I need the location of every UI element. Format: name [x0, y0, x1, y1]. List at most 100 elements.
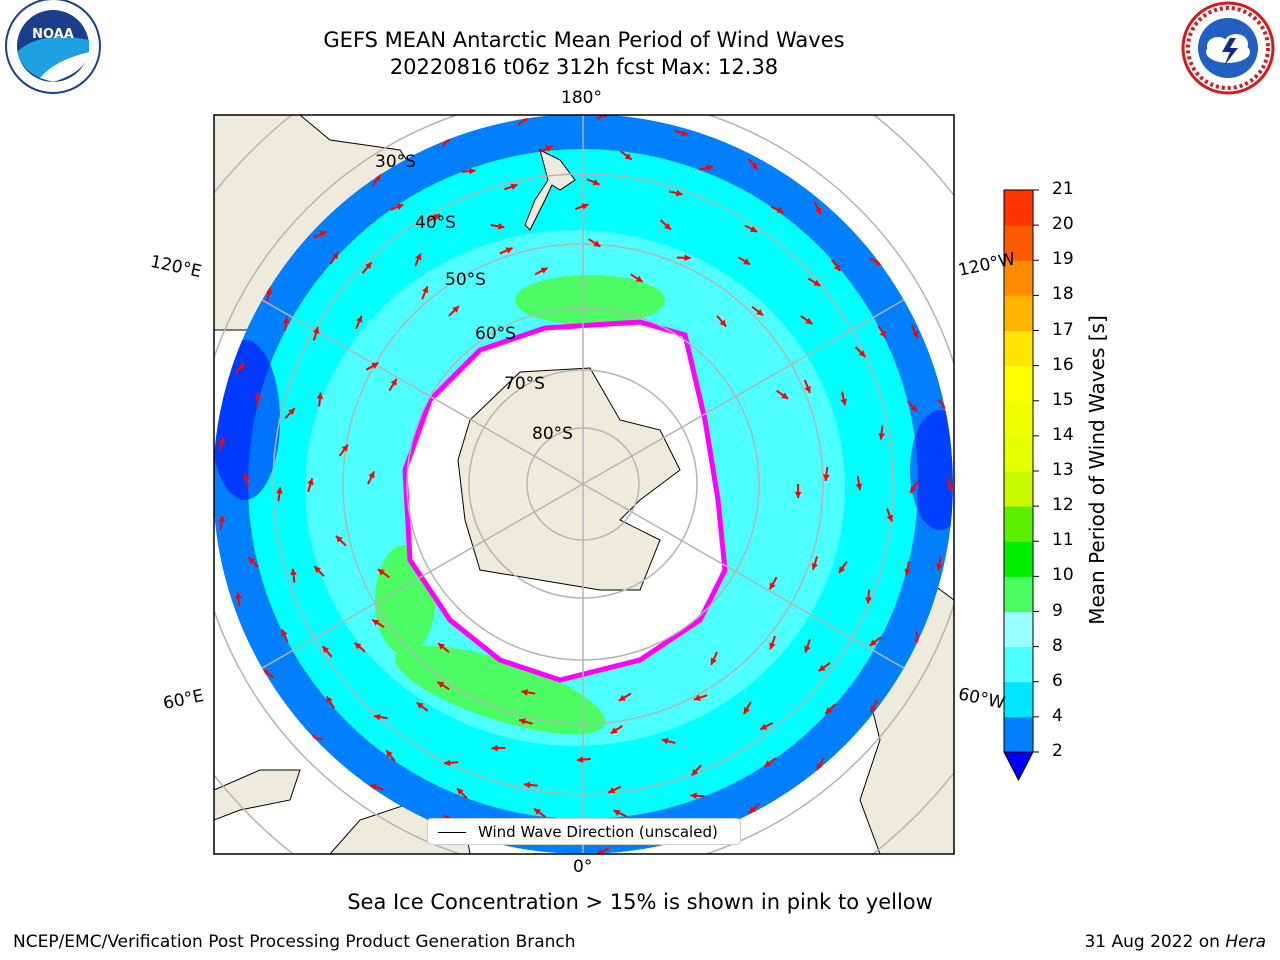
ocean-deep-patch-2 [910, 410, 953, 530]
colorbar-tick-label: 21 [1052, 179, 1074, 199]
colorbar-bin [1004, 506, 1033, 542]
wind-wave-arrowhead [811, 562, 818, 570]
wind-wave-arrowhead [804, 645, 811, 653]
colorbar-bin [1004, 190, 1033, 226]
wind-wave-arrowhead [946, 484, 953, 492]
wind-wave-arrowhead [855, 483, 863, 491]
national-weather-service-logo [1181, 1, 1275, 95]
colorbar-tick-label: 20 [1052, 214, 1074, 235]
wind-wave-arrowhead [865, 597, 872, 604]
land-antarctica [457, 367, 681, 591]
wind-wave-arrowhead [282, 316, 290, 324]
wind-wave-arrowhead [248, 557, 255, 564]
wind-wave-arrowhead [593, 240, 601, 247]
colorbar-tick-label: 9 [1052, 600, 1063, 621]
colorbar-tick-label: 11 [1052, 530, 1074, 551]
wind-wave-arrowhead [510, 183, 518, 190]
wind-wave-arrowhead [390, 378, 397, 386]
wind-wave-arrowhead [870, 705, 877, 713]
wind-wave-arrowhead [833, 264, 841, 272]
chart-title: GEFS MEAN Antarctic Mean Period of Wind … [323, 28, 845, 52]
lon-label-bottom: 0° [573, 857, 593, 877]
wind-wave-arrowhead [521, 689, 528, 696]
wind-wave-arrowhead [592, 179, 600, 186]
wind-wave-arrowhead [396, 203, 404, 211]
colorbar-bin [1004, 330, 1033, 367]
wind-wave-arrowhead [218, 437, 225, 444]
wave-green-top [515, 275, 665, 325]
wind-wave-arrowhead [377, 569, 385, 576]
wind-wave-arrowhead [815, 207, 822, 215]
colorbar [1003, 189, 1039, 782]
wind-wave-arrowhead [776, 206, 784, 214]
wind-wave-arrowhead [415, 253, 422, 261]
wind-wave-arrowhead [858, 350, 866, 357]
colorbar-extend-arrow [1003, 751, 1034, 782]
colorbar-tick-label: 13 [1052, 460, 1074, 480]
land-africa [214, 769, 301, 821]
colorbar-tick-label: 17 [1052, 319, 1074, 340]
wind-wave-arrowhead [369, 783, 377, 791]
wind-wave-arrowhead [354, 642, 362, 650]
wind-wave-arrowhead [235, 592, 242, 599]
wind-wave-arrowhead [432, 214, 440, 221]
lon-label-top: 180° [561, 88, 602, 108]
wind-wave-arrowhead [265, 287, 273, 295]
wind-wave-arrowhead [818, 664, 826, 672]
wind-wave-arrowhead [290, 568, 297, 576]
wind-wave-arrowhead [386, 750, 393, 758]
wind-wave-arrowhead [422, 286, 429, 294]
map-legend: Wind Wave Direction (unscaled) [427, 818, 741, 845]
wind-wave-arrowhead [534, 808, 541, 816]
wind-wave-arrowhead [675, 189, 683, 197]
wind-wave-arrowhead [368, 471, 375, 479]
lat-label-40s: 40°S [415, 213, 456, 233]
wind-wave-arrowhead [886, 514, 893, 522]
wind-wave-arrowhead [816, 763, 823, 771]
footer-host: Hera [1225, 932, 1266, 952]
colorbar-bin [1004, 471, 1033, 507]
lat-label-80s: 80°S [532, 424, 573, 444]
chart-subtitle: 20220816 t06z 312h fcst Max: 12.38 [389, 55, 779, 79]
wind-wave-arrowhead [823, 474, 830, 481]
wind-wave-arrowhead [664, 223, 671, 230]
footer-credit: NCEP/EMC/Verification Post Processing Pr… [13, 932, 576, 952]
wind-wave-arrowhead [243, 473, 250, 480]
legend-line-swatch [438, 832, 466, 833]
colorbar-bin [1004, 681, 1033, 718]
colorbar-bin [1004, 365, 1033, 402]
colorbar-bin [1004, 646, 1033, 683]
colorbar-tick-label: 19 [1052, 249, 1074, 270]
lat-label-70s: 70°S [504, 374, 545, 394]
wind-wave-arrowhead [497, 222, 505, 230]
wind-wave-arrowhead [690, 792, 697, 800]
wind-wave-arrowhead [444, 759, 451, 767]
wind-wave-arrowhead [281, 629, 288, 637]
wind-wave-arrowhead [335, 535, 343, 543]
wind-wave-arrowhead [519, 718, 526, 725]
colorbar-bin [1004, 435, 1033, 472]
wind-wave-arrowhead [437, 681, 445, 688]
wave-green-bottom [394, 645, 606, 735]
wind-wave-arrowhead [416, 702, 424, 709]
wind-wave-arrowhead [371, 362, 379, 369]
wind-wave-arrowhead [469, 167, 476, 175]
noaa-logo: NOAA [5, 0, 101, 94]
wind-wave-arrowhead [838, 566, 846, 574]
wind-wave-arrowhead [813, 279, 821, 286]
lat-label-50s: 50°S [445, 270, 486, 290]
wind-wave-arrowhead [540, 267, 548, 274]
wind-wave-arrowhead [749, 806, 756, 814]
wind-wave-arrowhead [912, 330, 919, 338]
wind-wave-arrowhead [331, 252, 339, 260]
wind-wave-arrowhead [576, 756, 584, 763]
wind-wave-arrowhead [719, 319, 727, 327]
wind-wave-arrowhead [356, 315, 363, 323]
colorbar-bin [1004, 541, 1033, 577]
wind-wave-arrowhead [781, 392, 789, 399]
wind-wave-arrowhead [769, 582, 776, 590]
wind-wave-arrowhead [372, 619, 380, 626]
wind-wave-arrowhead [764, 760, 772, 767]
wind-wave-arrowhead [840, 398, 848, 406]
